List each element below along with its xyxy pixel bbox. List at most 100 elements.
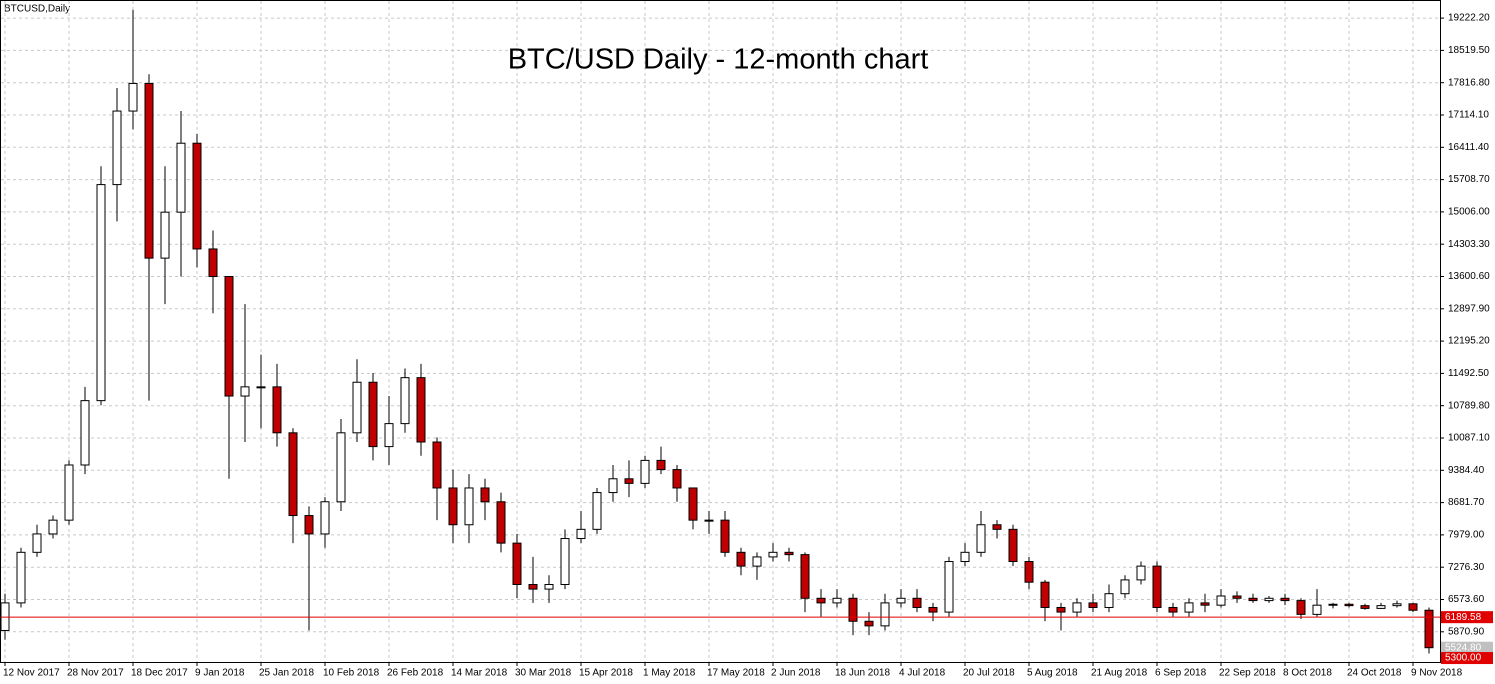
price-label-box xyxy=(1441,641,1493,654)
x-tick-label: 8 Oct 2018 xyxy=(1283,668,1332,679)
x-tick-label: 25 Jan 2018 xyxy=(259,668,314,679)
candle-body xyxy=(1328,603,1338,606)
candle-body xyxy=(112,110,122,186)
candle-body xyxy=(528,584,538,590)
candle-body xyxy=(624,478,634,484)
candle-body xyxy=(992,524,1002,530)
candle-body xyxy=(704,519,714,522)
candle-body xyxy=(432,441,442,489)
candle-body xyxy=(1120,579,1130,595)
price-label: 5524.80 xyxy=(1445,642,1482,653)
x-tick-label: 6 Sep 2018 xyxy=(1155,668,1207,679)
candle-body xyxy=(832,597,842,604)
candle-body xyxy=(352,381,362,434)
price-label: 6189.58 xyxy=(1445,612,1482,623)
candle-body xyxy=(160,211,170,259)
candle-body xyxy=(1024,561,1034,583)
candle-body xyxy=(1216,595,1226,606)
y-tick-label: 5870.90 xyxy=(1448,626,1485,637)
y-tick-label: 19222.20 xyxy=(1448,13,1490,24)
y-tick-label: 7979.00 xyxy=(1448,530,1485,541)
candle-body xyxy=(1392,603,1402,607)
candle-body xyxy=(800,554,810,599)
candle-body xyxy=(400,377,410,425)
x-tick-label: 17 May 2018 xyxy=(707,668,765,679)
x-tick-label: 28 Nov 2017 xyxy=(67,668,124,679)
candle-body xyxy=(816,597,826,604)
candle-body xyxy=(80,400,90,466)
x-tick-label: 22 Sep 2018 xyxy=(1219,668,1276,679)
candle-body xyxy=(480,487,490,503)
candle-body xyxy=(288,432,298,517)
candle-body xyxy=(576,528,586,540)
candle-body xyxy=(416,377,426,443)
candle-body xyxy=(1344,603,1354,607)
y-tick-label: 16411.40 xyxy=(1448,142,1489,153)
y-tick-label: 17114.10 xyxy=(1448,110,1489,121)
candle-body xyxy=(224,276,234,397)
x-tick-label: 2 Jun 2018 xyxy=(771,668,821,679)
candle-body xyxy=(768,551,778,558)
x-tick-label: 4 Jul 2018 xyxy=(899,668,946,679)
candle-body xyxy=(656,459,666,471)
y-tick-label: 10789.80 xyxy=(1448,400,1490,411)
candle-body xyxy=(1072,602,1082,613)
candle-body xyxy=(880,602,890,627)
plot-frame xyxy=(0,0,1441,663)
candle-body xyxy=(336,432,346,503)
x-tick-label: 20 Jul 2018 xyxy=(963,668,1015,679)
y-tick-label: 15708.70 xyxy=(1448,174,1490,185)
candle-body xyxy=(496,501,506,544)
candle-body xyxy=(640,459,650,484)
candle-body xyxy=(864,620,874,627)
candle-body xyxy=(1424,609,1434,649)
y-tick-label: 10087.10 xyxy=(1448,433,1490,444)
candle-body xyxy=(48,519,58,535)
x-tick-label: 9 Jan 2018 xyxy=(195,668,245,679)
y-tick-label: 12897.90 xyxy=(1448,303,1490,314)
candle-body xyxy=(1312,604,1322,615)
candle-body xyxy=(208,248,218,278)
candle-body xyxy=(960,551,970,563)
candle-body xyxy=(544,584,554,590)
candle-body xyxy=(944,561,954,613)
x-tick-label: 5 Aug 2018 xyxy=(1027,668,1078,679)
x-tick-label: 21 Aug 2018 xyxy=(1091,668,1148,679)
candle-body xyxy=(176,142,186,213)
candle-body xyxy=(1232,595,1242,599)
symbol-label: BTCUSD,Daily xyxy=(4,4,70,15)
candle-body xyxy=(928,606,938,613)
x-tick-label: 15 Apr 2018 xyxy=(579,668,633,679)
candle-body xyxy=(848,597,858,622)
candle-body xyxy=(1040,581,1050,608)
x-tick-label: 18 Jun 2018 xyxy=(835,668,890,679)
candle-body xyxy=(1248,597,1258,602)
y-tick-label: 15006.00 xyxy=(1448,207,1490,218)
x-tick-label: 18 Dec 2017 xyxy=(131,668,188,679)
x-tick-label: 14 Mar 2018 xyxy=(451,668,508,679)
candle-body xyxy=(320,501,330,535)
y-tick-label: 8681.70 xyxy=(1448,497,1485,508)
candle-body xyxy=(1408,603,1418,611)
candle-body xyxy=(240,386,250,397)
candle-body xyxy=(1152,565,1162,608)
candle-body xyxy=(1008,528,1018,563)
candle-body xyxy=(96,184,106,402)
y-tick-label: 17816.80 xyxy=(1448,77,1490,88)
y-tick-label: 12195.20 xyxy=(1448,336,1490,347)
candle-body xyxy=(1200,602,1210,606)
candle-body xyxy=(1376,605,1386,609)
candle-body xyxy=(1104,593,1114,608)
candle-body xyxy=(896,597,906,604)
candle-body xyxy=(1168,606,1178,613)
price-label: 5300.00 xyxy=(1445,653,1482,664)
candle-body xyxy=(608,478,618,494)
candle-body xyxy=(32,533,42,553)
candle-body xyxy=(784,551,794,556)
candle-body xyxy=(512,542,522,586)
candle-body xyxy=(1088,602,1098,608)
x-tick-label: 10 Feb 2018 xyxy=(323,668,380,679)
x-tick-label: 12 Nov 2017 xyxy=(3,668,60,679)
candle-body xyxy=(1280,597,1290,602)
